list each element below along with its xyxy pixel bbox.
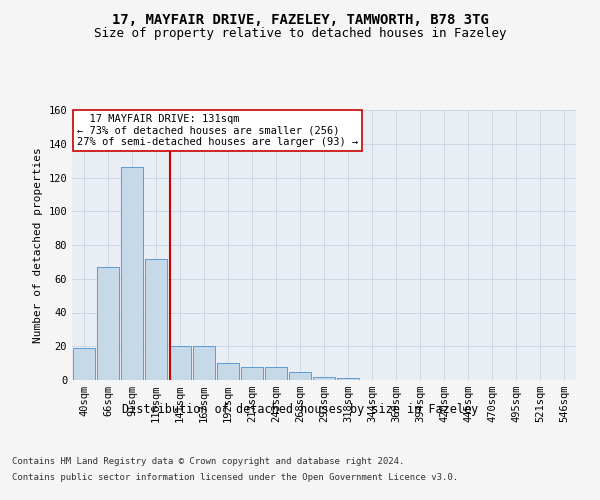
Bar (337, 378, 359, 380)
Bar (73, 348, 95, 380)
Y-axis label: Number of detached properties: Number of detached properties (33, 147, 43, 343)
Bar (145, 258, 167, 380)
Bar (121, 168, 143, 380)
Bar (289, 372, 311, 380)
Bar (97, 267, 119, 380)
Text: Distribution of detached houses by size in Fazeley: Distribution of detached houses by size … (122, 402, 478, 415)
Bar (217, 363, 239, 380)
Text: Contains HM Land Registry data © Crown copyright and database right 2024.: Contains HM Land Registry data © Crown c… (12, 458, 404, 466)
Text: 17 MAYFAIR DRIVE: 131sqm
← 73% of detached houses are smaller (256)
27% of semi-: 17 MAYFAIR DRIVE: 131sqm ← 73% of detach… (77, 114, 358, 147)
Text: Size of property relative to detached houses in Fazeley: Size of property relative to detached ho… (94, 28, 506, 40)
Bar (241, 366, 263, 380)
Bar (193, 346, 215, 380)
Bar (313, 376, 335, 380)
Text: Contains public sector information licensed under the Open Government Licence v3: Contains public sector information licen… (12, 472, 458, 482)
Text: 17, MAYFAIR DRIVE, FAZELEY, TAMWORTH, B78 3TG: 17, MAYFAIR DRIVE, FAZELEY, TAMWORTH, B7… (112, 12, 488, 26)
Bar (169, 346, 191, 380)
Bar (265, 366, 287, 380)
